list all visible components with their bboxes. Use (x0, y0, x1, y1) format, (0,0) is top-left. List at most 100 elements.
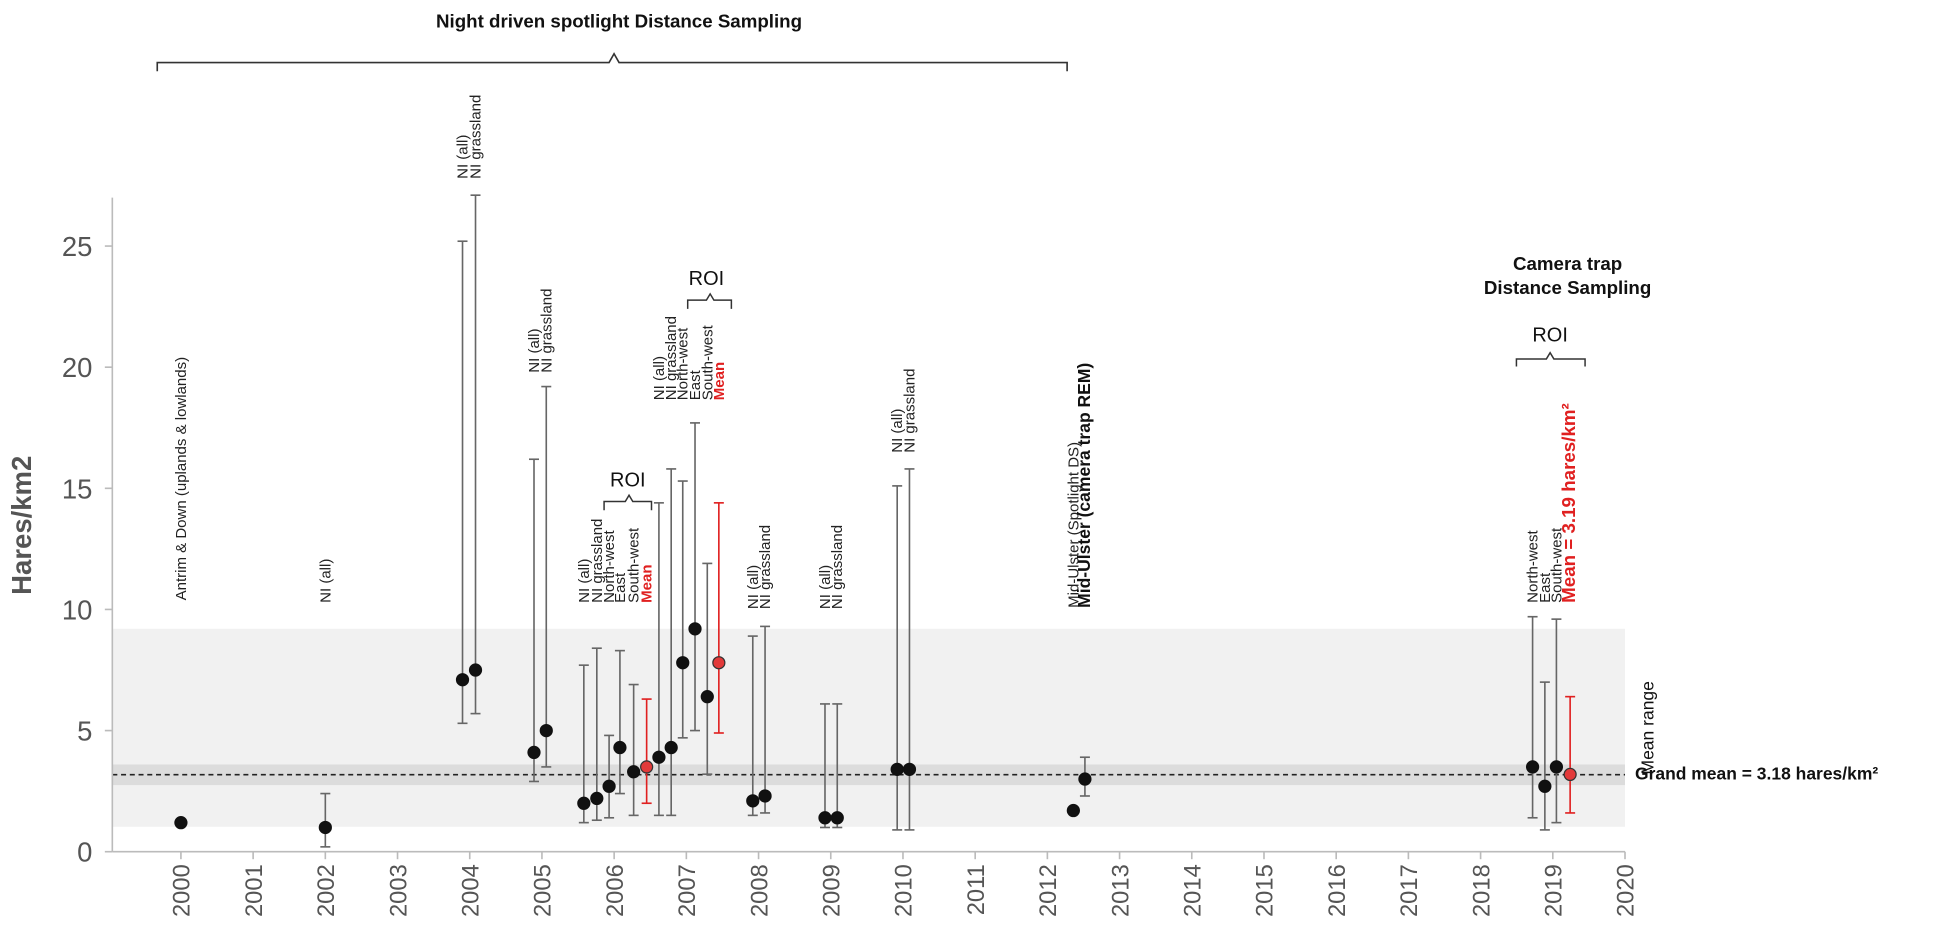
x-tick-label: 2010 (892, 864, 918, 917)
top-bracket (156, 52, 1068, 72)
point (758, 789, 772, 803)
x-tick-label: 2000 (170, 864, 196, 917)
x-tick-label: 2019 (1542, 864, 1568, 917)
point-label: NI (all) (889, 409, 906, 453)
point-label: NI grassland (468, 95, 485, 179)
y-tick-label: 10 (62, 594, 93, 625)
point-label: NI (all) (651, 356, 668, 400)
point (890, 762, 904, 776)
point-label: Antrim & Down (uplands & lowlands) (173, 357, 190, 600)
point (527, 745, 541, 760)
roi-label: ROI (610, 469, 645, 491)
point (712, 656, 726, 670)
point-label: East (687, 369, 704, 400)
x-tick-label: 2003 (386, 864, 412, 917)
point (1525, 760, 1540, 774)
point-label: Mid-Ulster (Spotlight DS) (1065, 442, 1082, 608)
point (602, 779, 616, 793)
point (818, 811, 832, 825)
y-tick-label: 15 (62, 473, 93, 504)
point-label: NI grassland (663, 316, 680, 400)
point-label: Mean = 3.19 hares/km² (1558, 403, 1579, 603)
point-label: Mid-Ulster (camera trap REM) (1074, 363, 1094, 608)
point-label: Mean (711, 362, 728, 400)
point (902, 762, 917, 776)
grand-mean-label: Grand mean = 3.18 hares/km² (1635, 764, 1878, 784)
point-label: NI grassland (901, 369, 918, 453)
point (746, 794, 760, 808)
camera-trap-label: Distance Sampling (1484, 277, 1651, 298)
x-tick-label: 2002 (314, 864, 340, 917)
roi-label: ROI (689, 268, 724, 290)
roi-bracket (1515, 351, 1586, 367)
point-label: South-west (699, 324, 716, 400)
point-label: NI grassland (829, 525, 846, 609)
x-tick-label: 2004 (458, 864, 484, 917)
point (1538, 779, 1552, 793)
point (468, 663, 483, 677)
x-tick-label: 2014 (1181, 864, 1207, 917)
x-tick-label: 2012 (1036, 864, 1062, 917)
roi-label: ROI (1532, 324, 1567, 346)
point-label: East (612, 572, 629, 603)
point (830, 811, 844, 825)
point (613, 740, 627, 755)
point-label: South-west (626, 527, 643, 603)
x-tick-label: 2009 (820, 864, 846, 917)
x-tick-label: 2006 (603, 864, 629, 917)
point (590, 791, 604, 806)
x-tick-label: 2013 (1108, 864, 1134, 917)
point-label: South-west (1548, 527, 1565, 603)
x-tick-label: 2005 (531, 864, 557, 917)
point-label: NI (all) (317, 559, 334, 603)
point-label: North-west (675, 327, 692, 400)
point (700, 690, 714, 704)
roi-bracket (686, 292, 733, 309)
x-tick-label: 2008 (747, 864, 773, 917)
point (640, 760, 654, 774)
point (627, 765, 641, 779)
point-label: NI (all) (455, 135, 472, 179)
point (652, 750, 666, 764)
point (676, 656, 690, 670)
top-bracket-label: Night driven spotlight Distance Sampling (436, 10, 802, 31)
point (1549, 760, 1564, 774)
point-label: Mean (639, 564, 656, 602)
camera-trap-label: Camera trap (1513, 253, 1622, 274)
x-tick-label: 2015 (1253, 864, 1279, 917)
x-tick-label: 2001 (242, 864, 268, 917)
point-label: East (1537, 572, 1554, 603)
point-label: NI grassland (538, 288, 555, 372)
point (664, 740, 678, 755)
point (174, 816, 188, 830)
mean-range-band (112, 628, 1626, 827)
point (539, 723, 553, 738)
point (455, 673, 470, 687)
x-tick-label: 2011 (964, 864, 990, 915)
y-tick-label: 20 (62, 352, 93, 383)
point-label: NI (all) (576, 559, 593, 603)
x-tick-label: 2007 (675, 864, 701, 917)
bands (112, 628, 1626, 827)
point (1078, 772, 1092, 786)
point-label: North-west (601, 529, 618, 602)
point-label: NI grassland (757, 525, 774, 609)
point (688, 622, 702, 636)
y-axis-label: Hares/km2 (6, 456, 37, 595)
point (1563, 767, 1577, 782)
y-tick-label: 0 (77, 837, 92, 868)
point-label: NI grassland (589, 519, 606, 603)
point-label: NI (all) (745, 565, 762, 609)
point (1066, 803, 1080, 818)
y-tick-label: 25 (62, 231, 93, 262)
mean-range-label: Mean range (1638, 681, 1658, 774)
x-tick-label: 2020 (1614, 864, 1640, 917)
point-label: North-west (1525, 529, 1542, 602)
y-tick-label: 5 (77, 716, 92, 747)
point (577, 796, 591, 810)
point (318, 820, 332, 835)
x-tick-label: 2016 (1325, 864, 1351, 917)
x-tick-label: 2017 (1397, 864, 1423, 917)
